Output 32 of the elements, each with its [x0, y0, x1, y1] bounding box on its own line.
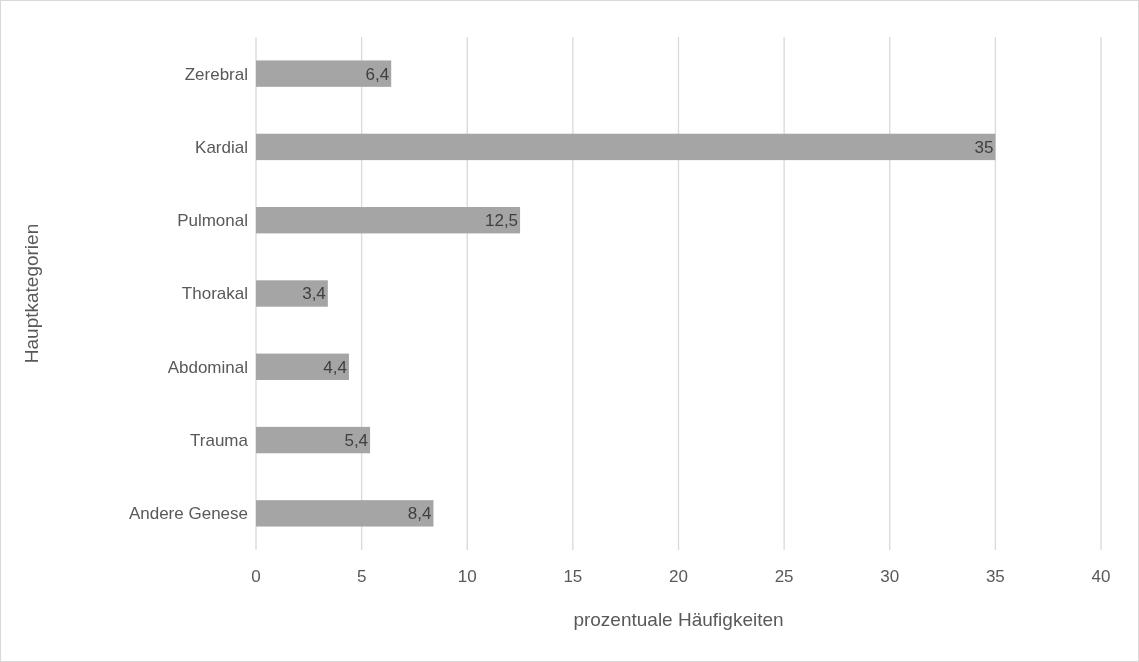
bar [256, 60, 392, 87]
bar [256, 133, 996, 161]
bar [256, 207, 521, 234]
bar [256, 426, 371, 454]
data-label: 5,4 [344, 431, 369, 451]
data-label: 12,5 [484, 211, 519, 231]
x-tick-label: 40 [1091, 567, 1111, 586]
bar [256, 280, 328, 307]
y-tick-label: Trauma [190, 431, 249, 451]
x-tick-label: 15 [563, 567, 583, 586]
y-tick-label: Kardial [195, 137, 248, 157]
bar [256, 353, 349, 380]
y-tick-label: Andere Genese [128, 504, 248, 524]
data-label: 35 [974, 137, 994, 157]
x-axis-title: prozentuale Häufigkeiten [573, 609, 784, 630]
data-label: 3,4 [302, 284, 326, 304]
bar [256, 500, 434, 527]
data-label: 8,4 [407, 504, 432, 524]
x-tick-label: 25 [774, 567, 794, 586]
x-tick-label: 10 [457, 567, 477, 586]
x-tick-label: 20 [669, 567, 688, 586]
x-tick-label: 0 [251, 567, 261, 586]
y-tick-label: Thorakal [181, 284, 248, 304]
y-tick-label: Zerebral [184, 64, 248, 84]
y-axis-title: Hauptkategorien [21, 223, 42, 364]
y-tick-label: Abdominal [167, 357, 248, 377]
x-tick-label: 35 [985, 567, 1005, 586]
x-tick-label: 30 [880, 567, 900, 586]
y-tick-label: Pulmonal [177, 211, 248, 231]
x-tick-label: 5 [356, 567, 367, 586]
data-label: 6,4 [365, 64, 390, 84]
data-label: 4,4 [323, 357, 347, 377]
